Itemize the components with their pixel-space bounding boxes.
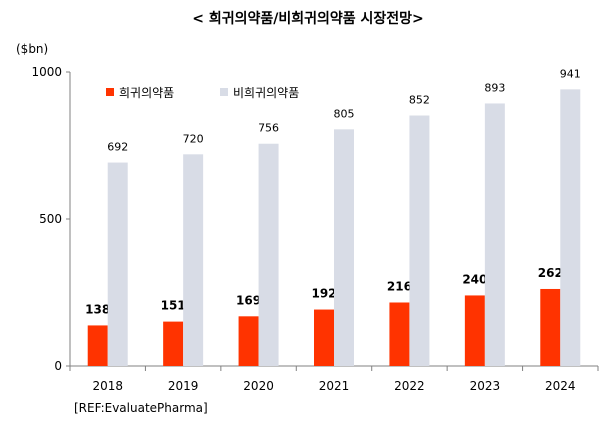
data-label-nonrare-2020: 756 xyxy=(258,122,279,135)
data-label-rare-2022: 216 xyxy=(387,279,412,293)
legend-label-nonrare: 비희귀의약품 xyxy=(233,85,299,100)
data-label-rare-2021: 192 xyxy=(311,287,336,301)
bar-rare-2019 xyxy=(163,321,184,366)
y-tick-label: 500 xyxy=(39,212,62,226)
x-tick-label: 2022 xyxy=(394,379,425,393)
bar-nonrare-2021 xyxy=(334,129,354,366)
legend-swatch-rare xyxy=(106,88,114,96)
data-label-rare-2023: 240 xyxy=(462,272,487,286)
x-tick-label: 2024 xyxy=(545,379,576,393)
data-label-nonrare-2024: 941 xyxy=(560,67,581,80)
data-label-nonrare-2022: 852 xyxy=(409,94,430,107)
bar-rare-2024 xyxy=(540,288,561,366)
x-tick-label: 2019 xyxy=(168,379,199,393)
bar-nonrare-2020 xyxy=(258,143,279,366)
bar-nonrare-2018 xyxy=(107,162,128,366)
legend-label-rare: 희귀의약품 xyxy=(119,85,174,100)
chart-title: < 희귀의약품/비희귀의약품 시장전망> xyxy=(192,11,424,27)
data-label-nonrare-2019: 720 xyxy=(183,132,204,145)
x-tick-label: 2023 xyxy=(470,379,501,393)
source-note: [REF:EvaluatePharma] xyxy=(74,401,208,415)
data-label-rare-2020: 169 xyxy=(236,293,261,307)
y-tick-label: 0 xyxy=(54,359,62,373)
legend-swatch-nonrare xyxy=(220,88,228,96)
data-label-nonrare-2023: 893 xyxy=(484,81,505,94)
bar-rare-2022 xyxy=(389,302,410,366)
data-label-rare-2019: 151 xyxy=(161,299,186,313)
y-tick-label: 1000 xyxy=(31,65,62,79)
data-label-rare-2024: 262 xyxy=(538,266,563,280)
x-tick-label: 2020 xyxy=(243,379,274,393)
bar-rare-2018 xyxy=(87,325,108,366)
bar-nonrare-2019 xyxy=(183,154,204,366)
x-tick-label: 2021 xyxy=(319,379,350,393)
bar-nonrare-2023 xyxy=(484,103,505,366)
data-label-rare-2018: 138 xyxy=(85,302,110,316)
data-label-nonrare-2021: 805 xyxy=(334,107,355,120)
y-axis-unit: ($bn) xyxy=(16,42,49,56)
bar-rare-2023 xyxy=(464,295,485,366)
data-label-nonrare-2018: 692 xyxy=(107,141,128,154)
bar-nonrare-2024 xyxy=(560,89,581,366)
bar-nonrare-2022 xyxy=(409,115,430,367)
bar-rare-2021 xyxy=(314,309,334,366)
x-tick-label: 2018 xyxy=(92,379,123,393)
bar-rare-2020 xyxy=(238,316,259,366)
